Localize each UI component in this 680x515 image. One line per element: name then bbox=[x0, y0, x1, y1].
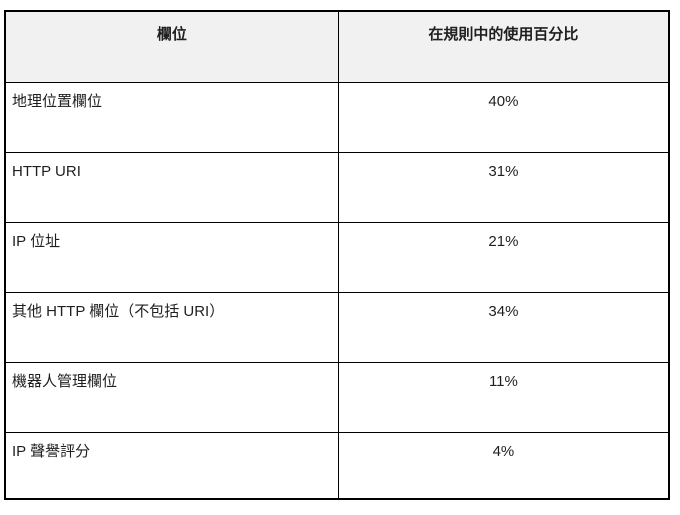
usage-percentage-cell: 11% bbox=[337, 361, 670, 433]
field-name-cell: HTTP URI bbox=[4, 151, 339, 223]
field-name-cell: 機器人管理欄位 bbox=[4, 361, 339, 433]
table-row: 地理位置欄位 40% bbox=[4, 81, 670, 153]
table-row: 其他 HTTP 欄位（不包括 URI） 34% bbox=[4, 291, 670, 363]
usage-percentage-cell: 4% bbox=[337, 431, 670, 500]
column-header-usage-percentage: 在規則中的使用百分比 bbox=[337, 10, 670, 83]
table-row: HTTP URI 31% bbox=[4, 151, 670, 223]
usage-percentage-cell: 31% bbox=[337, 151, 670, 223]
field-name-cell: 地理位置欄位 bbox=[4, 81, 339, 153]
table-row: IP 位址 21% bbox=[4, 221, 670, 293]
field-name-cell: 其他 HTTP 欄位（不包括 URI） bbox=[4, 291, 339, 363]
field-name-cell: IP 位址 bbox=[4, 221, 339, 293]
usage-percentage-cell: 40% bbox=[337, 81, 670, 153]
header-row: 欄位 在規則中的使用百分比 bbox=[4, 10, 670, 83]
column-header-field: 欄位 bbox=[4, 10, 339, 83]
field-name-cell: IP 聲譽評分 bbox=[4, 431, 339, 500]
table-row: 機器人管理欄位 11% bbox=[4, 361, 670, 433]
usage-percentage-cell: 21% bbox=[337, 221, 670, 293]
fields-usage-table: 欄位 在規則中的使用百分比 地理位置欄位 40% HTTP URI 31% IP… bbox=[4, 10, 670, 500]
usage-percentage-cell: 34% bbox=[337, 291, 670, 363]
table-row: IP 聲譽評分 4% bbox=[4, 431, 670, 500]
